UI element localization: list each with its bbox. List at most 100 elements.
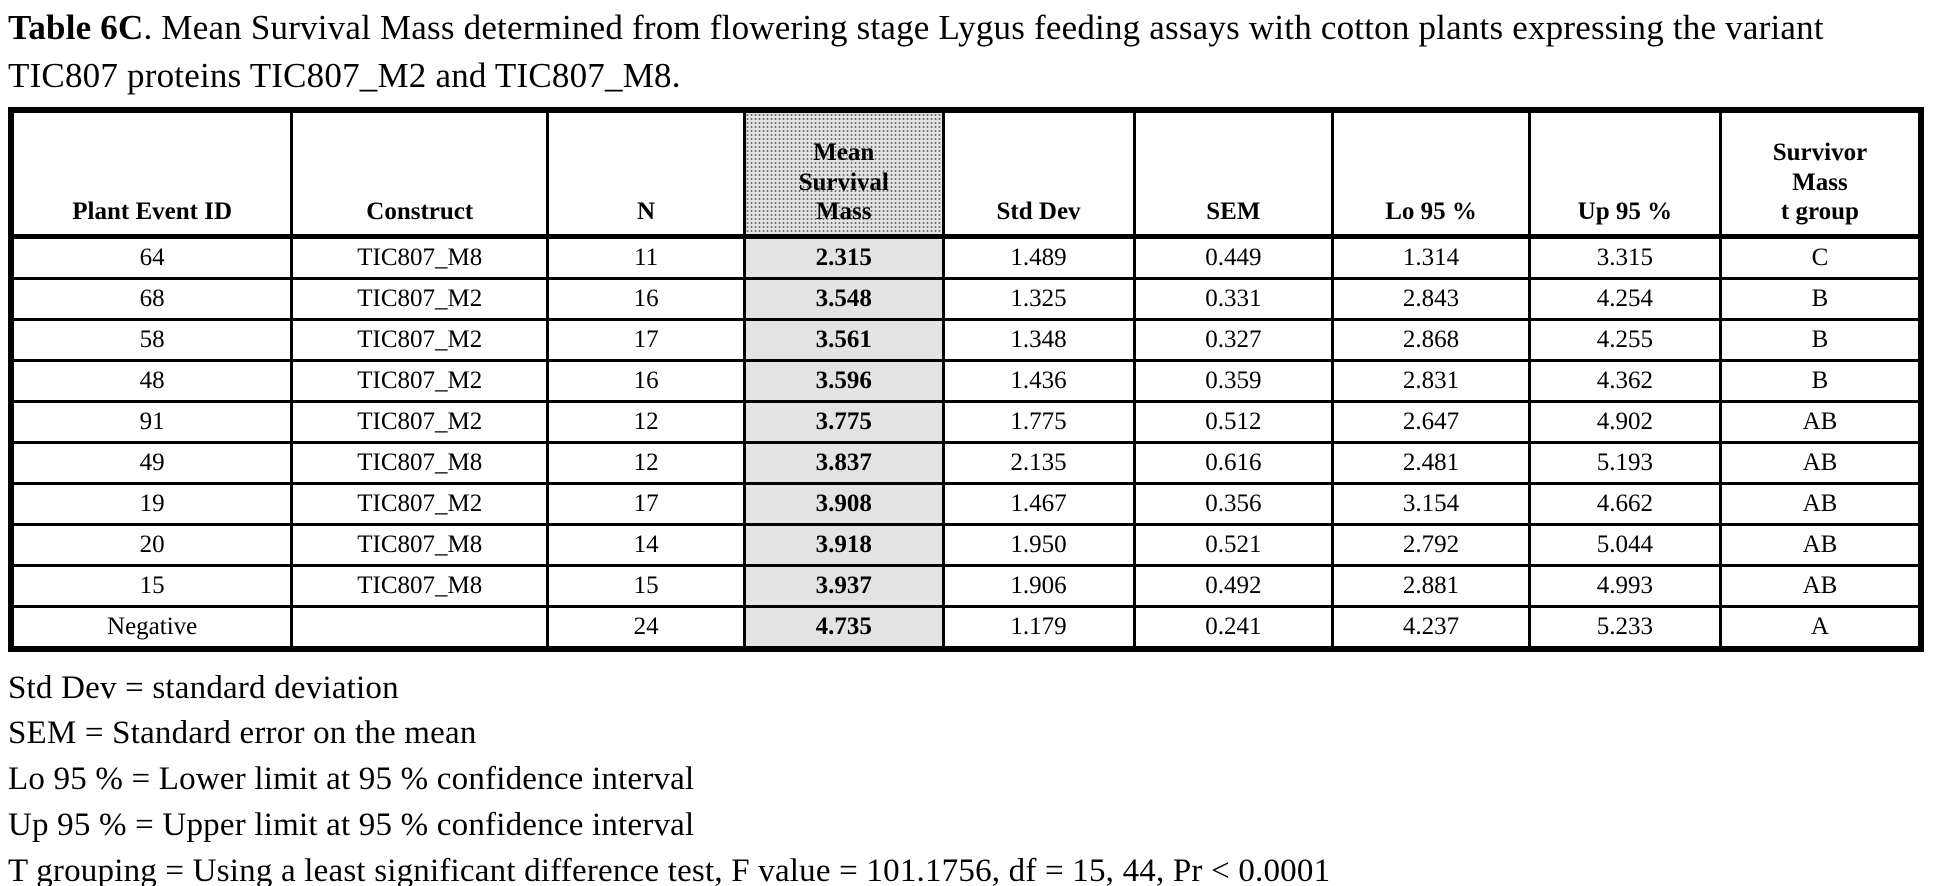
cell-mean-survival-mass: 3.548 xyxy=(742,276,945,321)
cell-std-dev: 1.348 xyxy=(941,317,1136,362)
results-table: Plant Event ID Construct N Mean Survival… xyxy=(8,106,1924,652)
cell-t-group: AB xyxy=(1718,399,1923,444)
cell-sem: 0.521 xyxy=(1132,522,1335,567)
cell-construct xyxy=(290,604,550,651)
cell-sem: 0.327 xyxy=(1132,317,1335,362)
cell-plant-event-id: 68 xyxy=(9,276,294,321)
cell-n: 16 xyxy=(546,358,746,403)
cell-plant-event-id: 58 xyxy=(9,317,294,362)
cell-construct: TIC807_M2 xyxy=(290,399,550,444)
cell-construct: TIC807_M8 xyxy=(290,563,550,608)
col-header-up-95: Up 95 % xyxy=(1527,108,1722,239)
cell-n: 17 xyxy=(546,481,746,526)
cell-construct: TIC807_M2 xyxy=(290,358,550,403)
cell-up-95: 4.254 xyxy=(1527,276,1722,321)
cell-up-95: 3.315 xyxy=(1527,234,1722,280)
cell-sem: 0.359 xyxy=(1132,358,1335,403)
cell-std-dev: 1.179 xyxy=(941,604,1136,651)
cell-up-95: 4.255 xyxy=(1527,317,1722,362)
table-row: 19 TIC807_M2 17 3.908 1.467 0.356 3.154 4.662 AB xyxy=(9,481,1923,526)
cell-up-95: 5.044 xyxy=(1527,522,1722,567)
table-row: 48 TIC807_M2 16 3.596 1.436 0.359 2.831 4.362 B xyxy=(9,358,1923,403)
cell-lo-95: 2.843 xyxy=(1331,276,1531,321)
cell-sem: 0.356 xyxy=(1132,481,1335,526)
cell-lo-95: 2.647 xyxy=(1331,399,1531,444)
cell-sem: 0.449 xyxy=(1132,234,1335,280)
table-row: 91 TIC807_M2 12 3.775 1.775 0.512 2.647 4.902 AB xyxy=(9,399,1923,444)
cell-plant-event-id: 15 xyxy=(9,563,294,608)
cell-std-dev: 1.436 xyxy=(941,358,1136,403)
cell-up-95: 5.193 xyxy=(1527,440,1722,485)
table-row: 58 TIC807_M2 17 3.561 1.348 0.327 2.868 4.255 B xyxy=(9,317,1923,362)
cell-plant-event-id: Negative xyxy=(9,604,294,651)
table-title-number: Table 6C xyxy=(8,8,144,47)
cell-plant-event-id: 19 xyxy=(9,481,294,526)
cell-n: 16 xyxy=(546,276,746,321)
cell-t-group: AB xyxy=(1718,481,1923,526)
table-row: 15 TIC807_M8 15 3.937 1.906 0.492 2.881 4.993 AB xyxy=(9,563,1923,608)
cell-n: 11 xyxy=(546,234,746,280)
cell-construct: TIC807_M2 xyxy=(290,317,550,362)
cell-mean-survival-mass: 4.735 xyxy=(742,604,945,651)
cell-up-95: 5.233 xyxy=(1527,604,1722,651)
cell-lo-95: 1.314 xyxy=(1331,234,1531,280)
footnote-up-95: Up 95 % = Upper limit at 95 % confidence… xyxy=(8,807,695,844)
cell-lo-95: 2.881 xyxy=(1331,563,1531,608)
table-row: Negative 24 4.735 1.179 0.241 4.237 5.233 A xyxy=(9,604,1923,651)
cell-up-95: 4.902 xyxy=(1527,399,1722,444)
cell-construct: TIC807_M8 xyxy=(290,234,550,280)
col-header-std-dev: Std Dev xyxy=(941,108,1136,239)
cell-t-group: C xyxy=(1718,234,1923,280)
cell-construct: TIC807_M8 xyxy=(290,440,550,485)
cell-up-95: 4.993 xyxy=(1527,563,1722,608)
cell-sem: 0.331 xyxy=(1132,276,1335,321)
cell-up-95: 4.362 xyxy=(1527,358,1722,403)
cell-std-dev: 1.325 xyxy=(941,276,1136,321)
cell-plant-event-id: 20 xyxy=(9,522,294,567)
cell-n: 15 xyxy=(546,563,746,608)
cell-plant-event-id: 64 xyxy=(9,234,294,280)
cell-t-group: B xyxy=(1718,276,1923,321)
cell-lo-95: 2.792 xyxy=(1331,522,1531,567)
col-header-n: N xyxy=(546,108,746,239)
footnote-sem: SEM = Standard error on the mean xyxy=(8,715,477,752)
col-header-sem: SEM xyxy=(1132,108,1335,239)
cell-n: 12 xyxy=(546,440,746,485)
col-header-lo-95: Lo 95 % xyxy=(1331,108,1531,239)
header-row: Plant Event ID Construct N Mean Survival… xyxy=(9,108,1923,239)
cell-std-dev: 1.906 xyxy=(941,563,1136,608)
cell-t-group: A xyxy=(1718,604,1923,651)
table-body: 64 TIC807_M8 11 2.315 1.489 0.449 1.314 3.315 C 6… xyxy=(9,234,1923,651)
cell-mean-survival-mass: 3.908 xyxy=(742,481,945,526)
cell-t-group: AB xyxy=(1718,563,1923,608)
cell-mean-survival-mass: 3.561 xyxy=(742,317,945,362)
cell-construct: TIC807_M2 xyxy=(290,481,550,526)
table-row: 20 TIC807_M8 14 3.918 1.950 0.521 2.792 5.044 AB xyxy=(9,522,1923,567)
cell-plant-event-id: 49 xyxy=(9,440,294,485)
footnote-t-grouping: T grouping = Using a least significant d… xyxy=(8,853,1331,886)
cell-lo-95: 2.831 xyxy=(1331,358,1531,403)
cell-construct: TIC807_M8 xyxy=(290,522,550,567)
cell-t-group: AB xyxy=(1718,440,1923,485)
cell-sem: 0.492 xyxy=(1132,563,1335,608)
cell-mean-survival-mass: 3.775 xyxy=(742,399,945,444)
cell-n: 12 xyxy=(546,399,746,444)
col-header-t-group: Survivor Mass t group xyxy=(1718,108,1923,239)
cell-std-dev: 1.467 xyxy=(941,481,1136,526)
cell-plant-event-id: 91 xyxy=(9,399,294,444)
cell-plant-event-id: 48 xyxy=(9,358,294,403)
footnote-lo-95: Lo 95 % = Lower limit at 95 % confidence… xyxy=(8,761,695,798)
table-row: 64 TIC807_M8 11 2.315 1.489 0.449 1.314 3.315 C xyxy=(9,234,1923,280)
cell-sem: 0.241 xyxy=(1132,604,1335,651)
cell-mean-survival-mass: 3.837 xyxy=(742,440,945,485)
cell-mean-survival-mass: 3.918 xyxy=(742,522,945,567)
cell-lo-95: 2.868 xyxy=(1331,317,1531,362)
table-title: Table 6C. Mean Survival Mass determined … xyxy=(8,4,1939,101)
cell-lo-95: 2.481 xyxy=(1331,440,1531,485)
cell-sem: 0.616 xyxy=(1132,440,1335,485)
cell-sem: 0.512 xyxy=(1132,399,1335,444)
cell-std-dev: 1.489 xyxy=(941,234,1136,280)
cell-t-group: AB xyxy=(1718,522,1923,567)
cell-mean-survival-mass: 2.315 xyxy=(742,234,945,280)
